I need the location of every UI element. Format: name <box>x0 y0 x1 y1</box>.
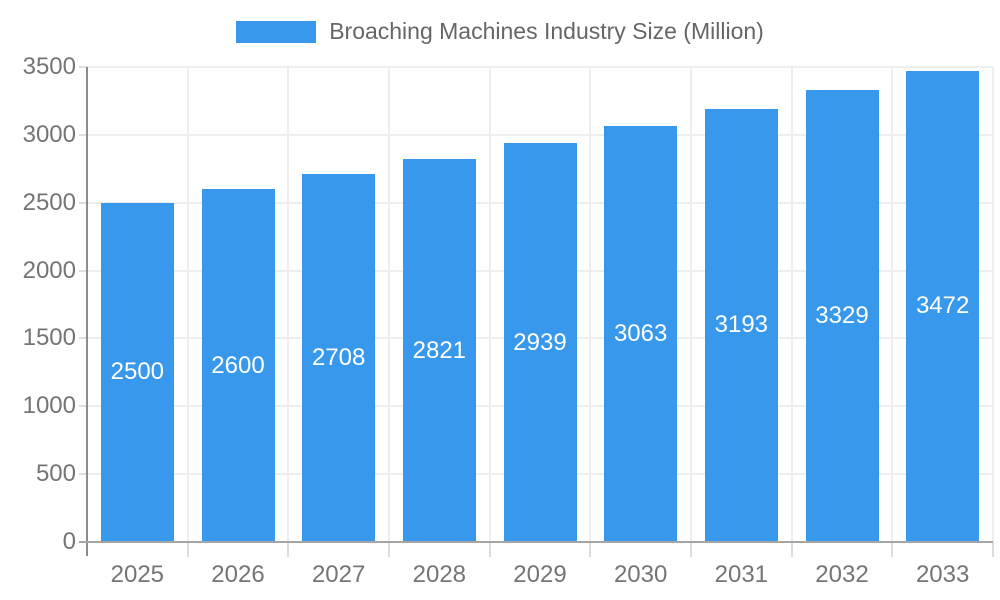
y-tick-label: 3000 <box>22 120 76 148</box>
bar <box>604 126 678 542</box>
x-tick-label: 2027 <box>311 561 366 588</box>
y-tick-label: 1000 <box>22 392 76 420</box>
y-tick-label: 1500 <box>22 324 76 352</box>
x-tick <box>891 543 894 557</box>
bar-value-label: 3193 <box>714 311 769 339</box>
bar <box>302 174 376 542</box>
y-tick <box>79 66 87 68</box>
bar-value-label: 3472 <box>915 292 970 320</box>
x-gridline <box>992 67 994 542</box>
bar <box>906 70 980 542</box>
x-gridline <box>790 67 793 542</box>
y-tick <box>79 405 87 408</box>
x-tick-label: 2030 <box>613 561 668 588</box>
bar <box>805 90 879 542</box>
y-tick-label: 2000 <box>22 256 76 284</box>
y-gridline <box>87 66 993 68</box>
x-tick-label: 2026 <box>211 561 265 588</box>
legend-swatch <box>236 20 317 43</box>
y-tick-label: 3500 <box>22 53 76 80</box>
x-gridline <box>891 67 894 542</box>
x-tick-label: 2025 <box>110 561 165 588</box>
y-tick <box>79 337 87 340</box>
bar-value-label: 3063 <box>613 320 668 348</box>
x-tick-label: 2028 <box>412 561 467 588</box>
plot-area: 2500 2600 2708 2821 2939 3063 3193 3329 3472 <box>79 66 994 557</box>
x-tick <box>992 543 994 557</box>
bar-value-label: 2600 <box>211 351 265 379</box>
y-axis-line <box>86 67 88 556</box>
y-tick <box>79 201 87 204</box>
y-tick-label: 500 <box>35 460 76 488</box>
y-tick <box>79 473 87 476</box>
x-gridline <box>186 67 189 542</box>
x-tick-label: 2031 <box>714 561 769 588</box>
y-gridline <box>87 133 993 136</box>
x-gridline <box>589 67 592 542</box>
x-tick <box>488 543 491 557</box>
x-gridline <box>690 67 692 542</box>
x-tick <box>186 543 189 557</box>
bar <box>100 202 174 542</box>
x-tick <box>388 543 390 557</box>
x-gridline <box>388 67 390 542</box>
y-tick-label: 2500 <box>22 188 76 216</box>
bar-value-label: 2939 <box>513 328 567 356</box>
x-tick-label: 2029 <box>513 561 567 588</box>
legend-label: Broaching Machines Industry Size (Millio… <box>329 18 764 44</box>
y-tick <box>79 133 87 136</box>
x-tick <box>690 543 692 557</box>
y-tick-label: 0 <box>62 528 76 555</box>
x-tick <box>790 543 793 557</box>
x-tick-label: 2032 <box>815 561 869 588</box>
bar-value-label: 2500 <box>110 358 165 386</box>
bar-value-label: 3329 <box>815 302 869 330</box>
bar-value-label: 2821 <box>412 336 467 364</box>
x-tick <box>589 543 592 557</box>
legend: Broaching Machines Industry Size (Millio… <box>0 18 1000 45</box>
x-tick-label: 2033 <box>915 561 970 588</box>
bar <box>503 143 577 542</box>
bar <box>201 189 275 542</box>
bar <box>402 159 476 542</box>
x-gridline <box>287 67 290 542</box>
x-tick <box>287 543 290 557</box>
x-gridline <box>488 67 491 542</box>
bar-value-label: 2708 <box>311 344 366 372</box>
x-axis-line <box>79 541 993 543</box>
y-tick <box>79 269 87 272</box>
bar <box>704 108 778 542</box>
